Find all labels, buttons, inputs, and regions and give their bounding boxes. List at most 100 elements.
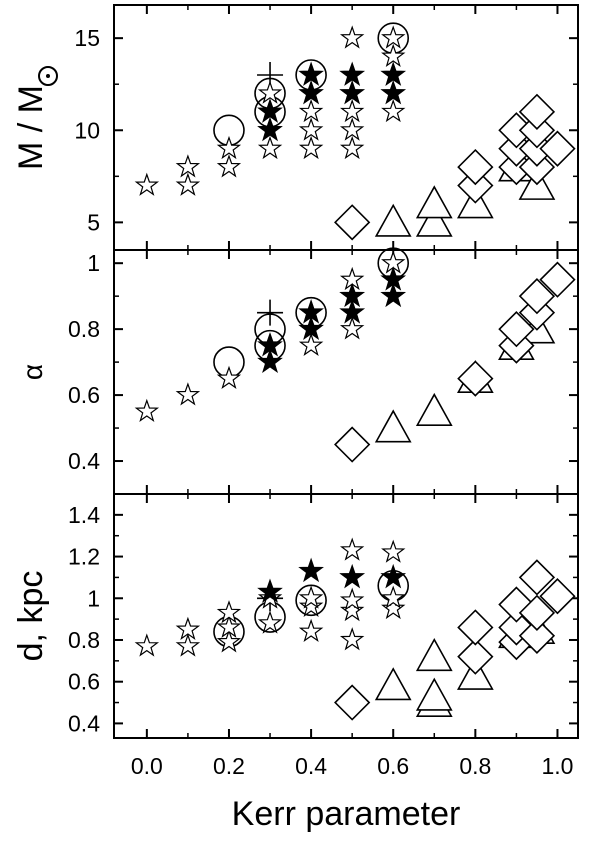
open-star-marker bbox=[298, 618, 324, 642]
open-star-marker bbox=[216, 154, 242, 178]
open-star-marker bbox=[381, 585, 406, 609]
y-tick-label: 0.6 bbox=[68, 669, 100, 695]
y-tick-label: 0.4 bbox=[68, 448, 100, 474]
diamond-marker bbox=[539, 261, 576, 298]
y-tick-label: 1.4 bbox=[68, 502, 100, 528]
diamond-marker bbox=[498, 311, 535, 348]
open-star-marker bbox=[257, 610, 283, 634]
x-tick-label: 0.2 bbox=[213, 753, 245, 779]
data-points bbox=[134, 22, 576, 241]
panel-2: 0.4 0.6 0.8 1 α bbox=[17, 247, 579, 495]
triangle-marker bbox=[415, 185, 453, 219]
open-star-marker bbox=[298, 98, 324, 123]
triangle-marker bbox=[415, 203, 453, 237]
triangle-marker bbox=[415, 677, 453, 711]
diamond-marker bbox=[457, 148, 494, 186]
diamond-marker bbox=[457, 609, 494, 646]
open-star-marker bbox=[339, 316, 365, 340]
filled-star-marker bbox=[380, 563, 407, 589]
open-star-marker bbox=[216, 365, 242, 389]
data-points bbox=[134, 537, 576, 721]
filled-star-marker bbox=[339, 563, 366, 589]
open-star-marker bbox=[257, 80, 283, 104]
open-star-marker bbox=[339, 537, 365, 561]
open-star-marker bbox=[134, 633, 160, 657]
y-tick-label: 5 bbox=[87, 209, 100, 235]
diamond-marker bbox=[518, 278, 556, 315]
filled-star-marker bbox=[339, 61, 366, 86]
open-star-marker bbox=[381, 25, 406, 49]
open-star-marker bbox=[175, 382, 201, 406]
diamond-marker bbox=[334, 684, 371, 721]
filled-star-marker bbox=[298, 79, 324, 105]
open-star-marker bbox=[298, 593, 324, 617]
data-points bbox=[134, 247, 576, 463]
open-star-marker bbox=[298, 585, 324, 609]
open-star-marker bbox=[381, 98, 406, 123]
x-axis-label: Kerr parameter bbox=[232, 795, 461, 833]
y-tick-label: 1.2 bbox=[68, 544, 100, 570]
diamond-marker bbox=[334, 426, 371, 463]
filled-star-marker bbox=[257, 116, 283, 142]
open-star-marker bbox=[216, 629, 242, 653]
diamond-marker bbox=[539, 130, 576, 167]
diamond-marker bbox=[518, 617, 556, 654]
diamond-marker bbox=[334, 204, 371, 241]
open-star-marker bbox=[381, 43, 406, 67]
filled-star-marker bbox=[298, 557, 324, 583]
y-axis-label: M / M bbox=[12, 85, 50, 170]
open-star-marker bbox=[298, 117, 324, 141]
circle-marker bbox=[295, 584, 327, 617]
open-star-marker bbox=[216, 600, 242, 624]
x-tick-label: 1.0 bbox=[541, 753, 573, 779]
filled-star-marker bbox=[380, 266, 407, 291]
panel-3: 0.4 0.6 0.8 1 1.2 1.4 d, kpc bbox=[12, 493, 579, 739]
filled-star-marker bbox=[339, 299, 366, 324]
filled-star-marker bbox=[257, 98, 283, 123]
open-star-marker bbox=[298, 332, 324, 356]
x-tick-label: 0.6 bbox=[377, 753, 409, 779]
open-star-marker bbox=[381, 595, 406, 620]
sun-symbol-dot bbox=[46, 74, 50, 78]
open-star-marker bbox=[134, 398, 160, 422]
filled-star-marker bbox=[257, 332, 283, 357]
open-star-marker bbox=[339, 25, 365, 49]
open-star-marker bbox=[339, 587, 365, 611]
diamond-marker bbox=[518, 112, 556, 149]
plot-frame bbox=[113, 493, 579, 739]
y-tick-label: 0.4 bbox=[68, 710, 100, 736]
diamond-marker bbox=[518, 93, 556, 130]
open-star-marker bbox=[339, 135, 365, 160]
open-star-marker bbox=[216, 135, 242, 160]
y-tick-label: 0.6 bbox=[68, 382, 100, 408]
diamond-marker bbox=[539, 578, 576, 615]
y-tick-label: 1 bbox=[87, 250, 100, 276]
filled-star-marker bbox=[257, 348, 283, 374]
filled-star-marker bbox=[257, 578, 283, 603]
y-tick-label: 10 bbox=[74, 117, 100, 143]
x-tick-label: 0.0 bbox=[131, 753, 163, 779]
y-tick-label: 0.8 bbox=[68, 627, 100, 653]
y-axis-label: d, kpc bbox=[12, 571, 50, 662]
open-star-marker bbox=[257, 135, 283, 160]
triangle-marker bbox=[374, 667, 412, 701]
y-tick-label: 1 bbox=[87, 585, 100, 611]
triangle-marker bbox=[415, 392, 453, 426]
filled-star-marker bbox=[380, 282, 407, 308]
open-star-marker bbox=[175, 616, 201, 640]
open-star-marker bbox=[175, 172, 201, 196]
filled-star-marker bbox=[380, 61, 407, 86]
open-star-marker bbox=[339, 597, 365, 622]
filled-star-marker bbox=[298, 61, 324, 86]
x-tick-label: 0.8 bbox=[459, 753, 491, 779]
open-star-marker bbox=[339, 627, 365, 651]
filled-star-marker bbox=[339, 282, 366, 308]
filled-star-marker bbox=[339, 79, 366, 105]
triangle-marker bbox=[374, 203, 412, 237]
diamond-marker bbox=[457, 638, 494, 675]
diamond-marker bbox=[518, 148, 556, 186]
open-star-marker bbox=[216, 614, 242, 638]
diamond-marker bbox=[457, 360, 494, 397]
